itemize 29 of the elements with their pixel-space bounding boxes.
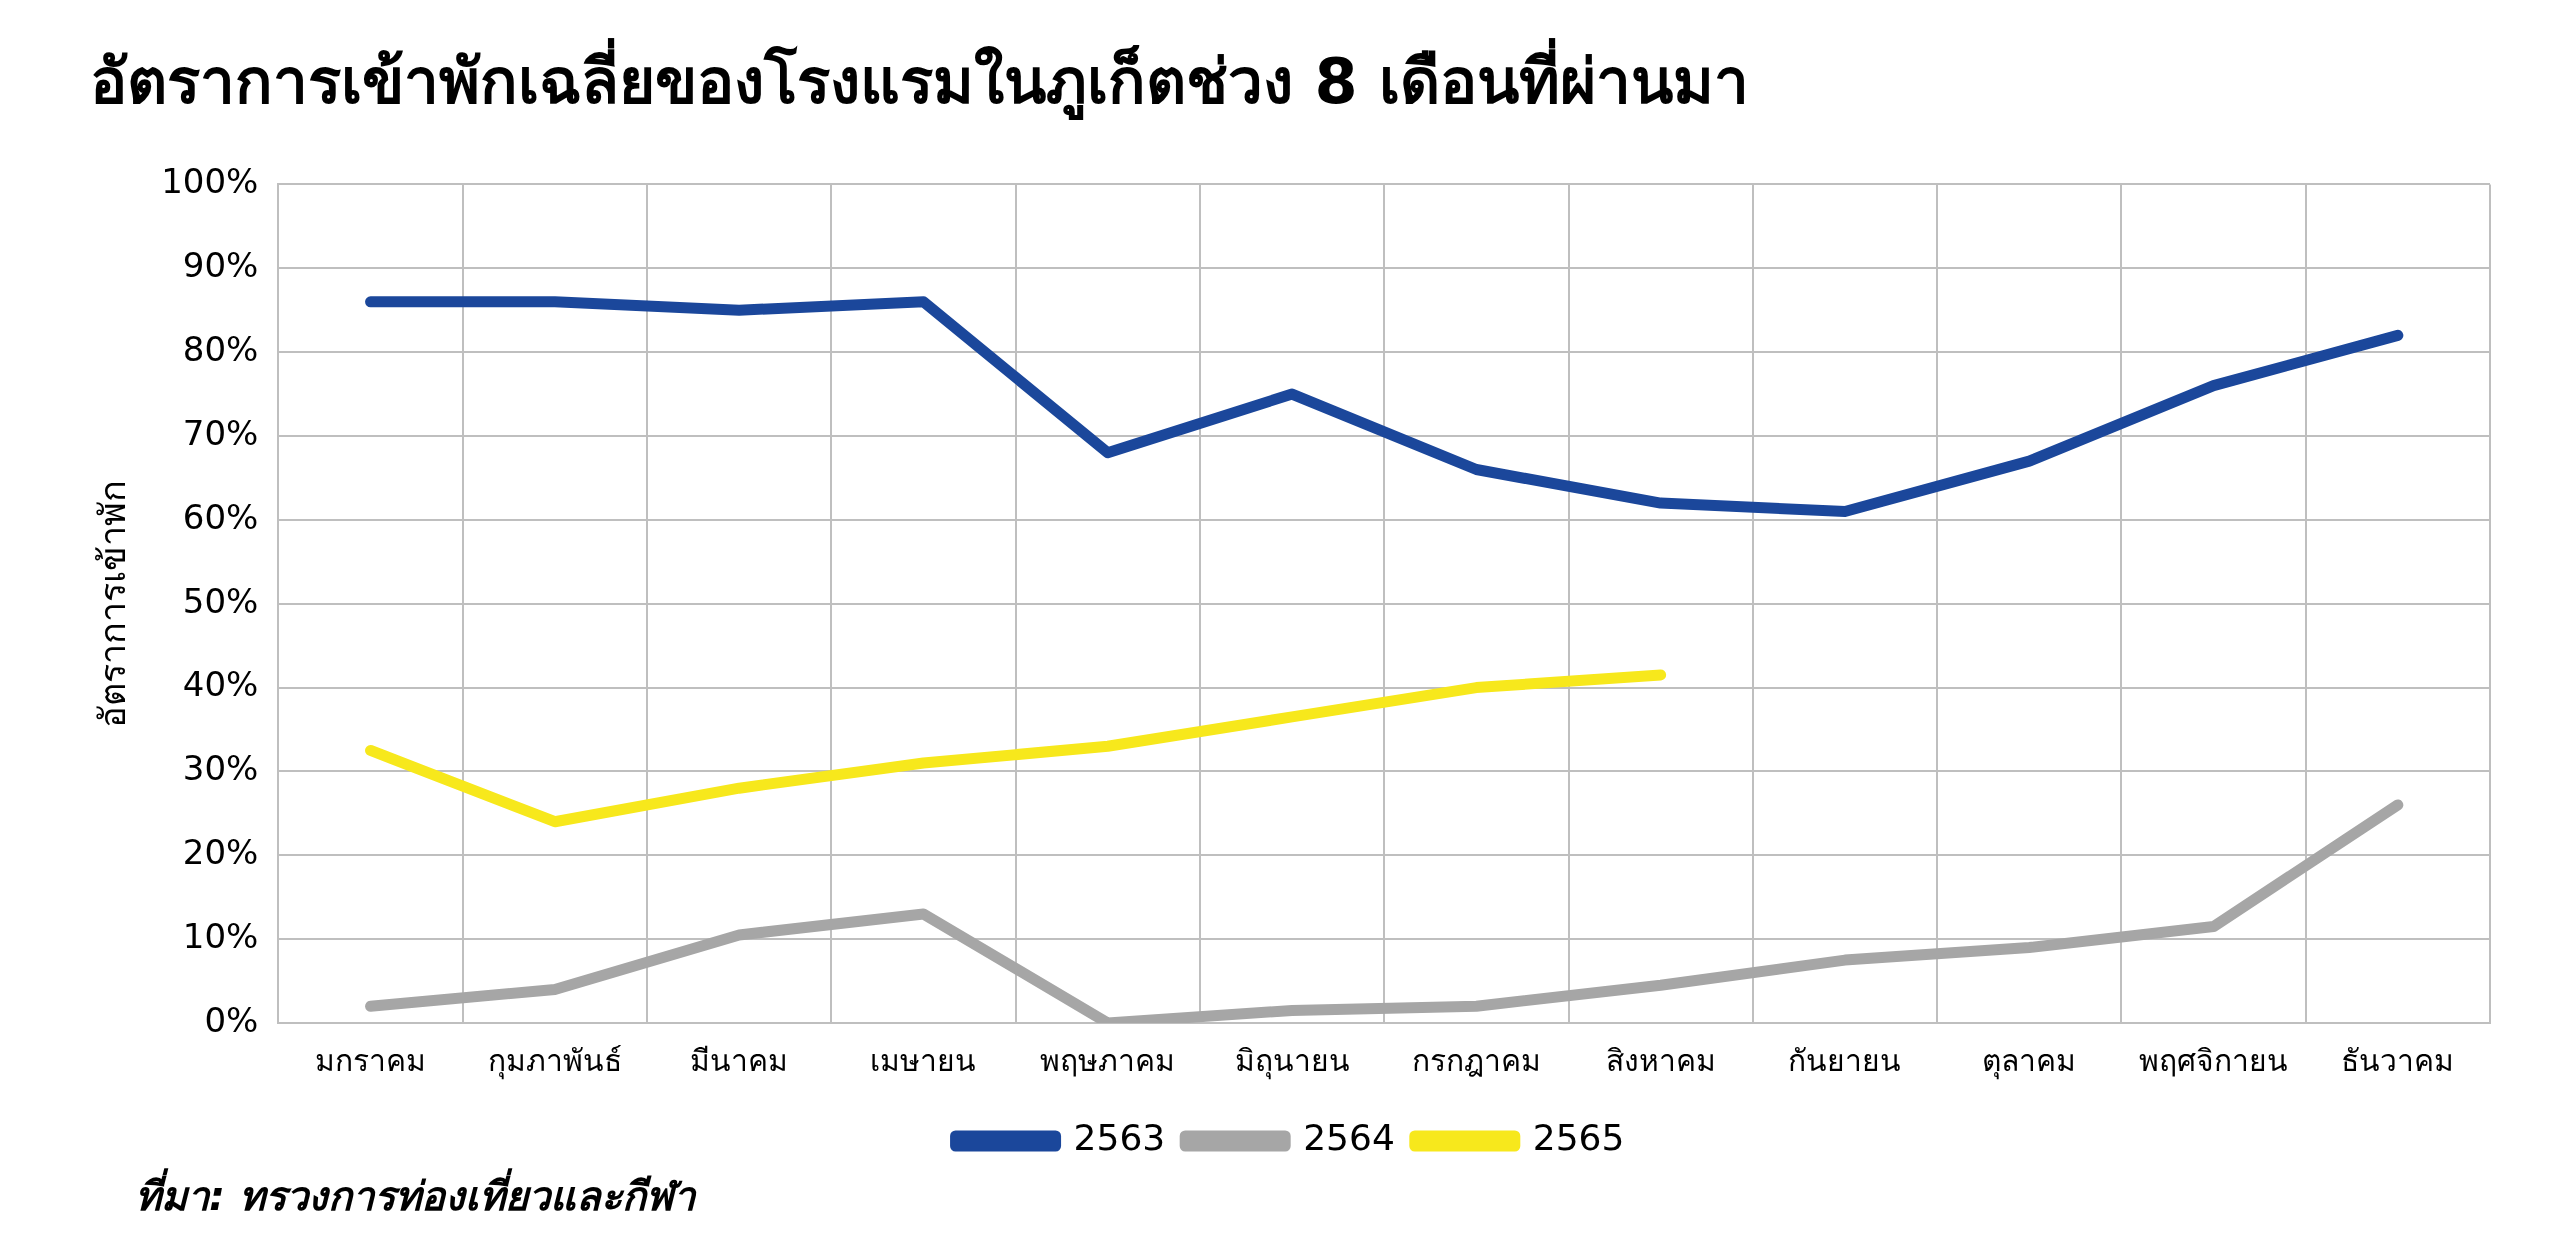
y-tick-label: 90% xyxy=(182,245,259,286)
y-tick-label: 80% xyxy=(182,328,259,369)
x-tick-label: กุมภาพันธ์ xyxy=(487,1042,622,1080)
x-tick-label: พฤศจิกายน xyxy=(2139,1042,2289,1078)
y-tick-label: 40% xyxy=(182,664,259,705)
text: ที่มา: ทรวงการท่องเที่ยวและกีฬา xyxy=(135,1168,697,1219)
x-tick-label: กรกฎาคม xyxy=(1411,1042,1541,1078)
legend-label: 2564 xyxy=(1303,1117,1395,1159)
x-tick-label: สิงหาคม xyxy=(1605,1042,1716,1078)
legend-label: 2563 xyxy=(1073,1117,1166,1159)
y-axis-title: อัตราการเข้าพัก xyxy=(91,479,133,728)
x-tick-label: ตุลาคม xyxy=(1982,1042,2077,1080)
x-tick-label: เมษายน xyxy=(870,1042,977,1078)
y-tick-label: 60% xyxy=(182,496,259,537)
y-tick-label: 10% xyxy=(182,915,259,956)
chart-title: อัตราการเข้าพักเฉลี่ยของโรงแรมในภูเก็ตช่วง 8 เดือนที่ผ่านมา xyxy=(90,38,1750,121)
y-tick-label: 20% xyxy=(182,832,259,873)
x-tick-label: มีนาคม xyxy=(690,1042,789,1078)
y-tick-label: 50% xyxy=(182,580,259,621)
x-tick-label: มิถุนายน xyxy=(1234,1042,1350,1080)
y-tick-label: 70% xyxy=(182,412,259,453)
x-tick-label: ธันวาคม xyxy=(2341,1042,2455,1078)
x-tick-label: พฤษภาคม xyxy=(1040,1042,1176,1078)
y-tick-label: 0% xyxy=(204,999,259,1040)
x-tick-label: กันยายน xyxy=(1788,1042,1902,1078)
x-tick-label: มกราคม xyxy=(315,1042,427,1078)
y-tick-label: 30% xyxy=(182,748,259,789)
y-tick-label: 100% xyxy=(161,161,259,202)
legend-label: 2565 xyxy=(1532,1117,1625,1159)
